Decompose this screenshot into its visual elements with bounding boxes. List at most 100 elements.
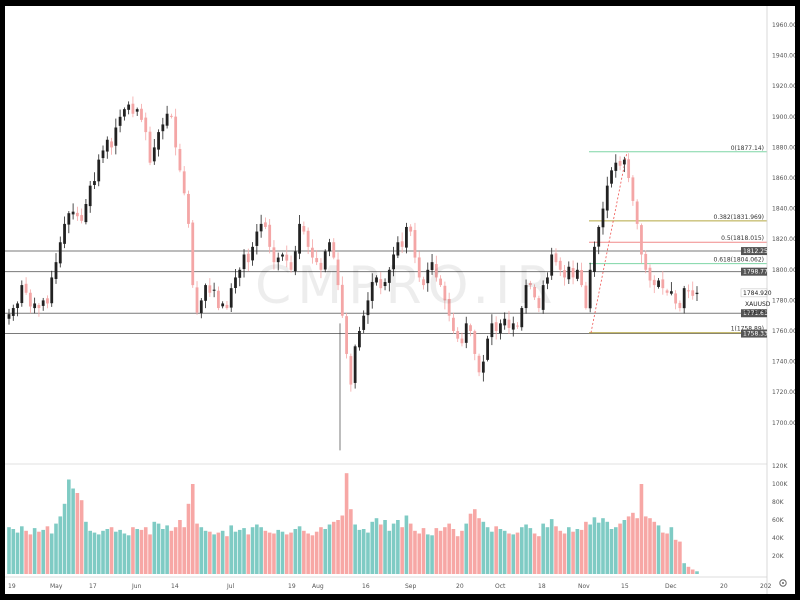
price-axis-ticks: 1960.000 1940.000 1920.000 1900.000 1880.000… (772, 22, 795, 427)
bearish-candle (417, 257, 421, 278)
candlestick-chart[interactable]: 0(1877.14) 0.382(1831.969) 0.5(1818.015) 0.… (5, 6, 795, 594)
bearish-candle (413, 230, 417, 258)
volume-bar (49, 533, 54, 574)
time-tick-label: 19 (8, 583, 16, 590)
volume-bar (272, 533, 276, 574)
bullish-candle (546, 277, 549, 284)
volume-bar (618, 523, 622, 574)
bearish-candle (648, 267, 652, 281)
bullish-candle (682, 288, 686, 309)
volume-bar (212, 534, 216, 574)
volume-bar (255, 524, 259, 574)
volume-bar (396, 520, 400, 574)
volume-bar (152, 521, 157, 574)
volume-tick-label: 60K (772, 517, 785, 524)
bullish-candle (157, 132, 160, 150)
bearish-candle (148, 131, 152, 163)
volume-bar (178, 520, 182, 574)
bearish-candle (627, 159, 631, 178)
bearish-candle (452, 317, 455, 331)
volume-bar (15, 532, 20, 574)
volume-bar (361, 529, 366, 574)
volume-bar (541, 523, 545, 574)
bullish-candle (392, 254, 395, 270)
bullish-candle (276, 257, 280, 263)
bearish-candle (400, 241, 404, 247)
volume-bar (622, 520, 627, 574)
volume-bar (537, 536, 541, 574)
bearish-candle (571, 268, 575, 278)
bearish-candle (584, 285, 588, 309)
volume-bar (639, 484, 644, 574)
price-tick-label: 1800.000 (772, 267, 795, 274)
volume-bar (280, 531, 285, 574)
bullish-candle (7, 314, 11, 319)
volume-bar (378, 524, 383, 574)
symbol-change: +1.67% (743, 309, 767, 316)
bearish-candle (80, 215, 84, 221)
bearish-candle (460, 338, 464, 344)
time-tick-label: 202 (760, 583, 772, 590)
bullish-candle (165, 113, 169, 126)
price-tags: 1812.250 1798.770 1771.610 1758.330 1784.920 (740, 247, 772, 338)
bullish-candle (20, 285, 24, 304)
volume-bar (114, 531, 118, 574)
bullish-candle (358, 331, 361, 348)
bearish-candle (447, 298, 451, 316)
volume-bar (571, 531, 575, 574)
volume-bar (507, 533, 511, 574)
volume-bar (310, 535, 315, 574)
bearish-candle (477, 355, 481, 373)
bearish-candle (289, 262, 293, 270)
volume-bar (515, 532, 520, 574)
volume-bar (370, 521, 375, 574)
volume-bar (528, 528, 533, 574)
bullish-candle (353, 346, 357, 383)
volume-bar (477, 518, 481, 574)
time-tick-label: 19 (288, 583, 296, 590)
last-price-label: 1784.920 (743, 290, 772, 297)
time-tick-label: 15 (621, 583, 629, 590)
volume-bar (319, 527, 323, 574)
bearish-candle (434, 264, 438, 278)
volume-bar (135, 529, 139, 574)
price-tick-label: 1940.000 (772, 53, 795, 60)
bearish-candle (208, 285, 212, 293)
bullish-candle (550, 254, 554, 276)
bearish-candle (246, 253, 250, 263)
volume-bar (391, 523, 396, 574)
bearish-candle (268, 224, 272, 247)
bearish-candle (652, 279, 656, 286)
price-tick-label: 1820.000 (772, 236, 795, 243)
volume-bar (323, 529, 328, 574)
volume-bar (669, 527, 674, 574)
bullish-candle (221, 303, 225, 307)
bullish-candle (597, 226, 601, 247)
volume-tick-label: 20K (772, 553, 785, 560)
candles (7, 96, 699, 451)
fib-trend-line (590, 151, 628, 333)
volume-bar (575, 529, 580, 574)
volume-bar (122, 533, 127, 574)
bearish-candle (46, 298, 49, 304)
bullish-candle (118, 116, 122, 126)
bullish-candle (610, 170, 613, 184)
volume-bar (652, 521, 657, 574)
price-tick-label: 1740.000 (772, 359, 795, 366)
bullish-candle (614, 162, 618, 171)
volume-bar (430, 535, 434, 574)
volume-bar (524, 524, 528, 574)
level-price-tag (741, 267, 767, 276)
volume-bar (579, 529, 584, 574)
volume-bar (75, 493, 80, 574)
bearish-candle (345, 316, 348, 354)
price-tick-label: 1840.000 (772, 206, 795, 213)
volume-bar (37, 531, 41, 574)
bearish-candle (340, 284, 344, 316)
settings-gear-icon[interactable] (779, 579, 787, 587)
bullish-candle (88, 185, 92, 207)
symbol-label-group: XAUUSD +1.67% (742, 299, 771, 316)
volume-bar (502, 530, 507, 574)
volume-bar (182, 527, 187, 574)
volume-bar (302, 530, 306, 574)
